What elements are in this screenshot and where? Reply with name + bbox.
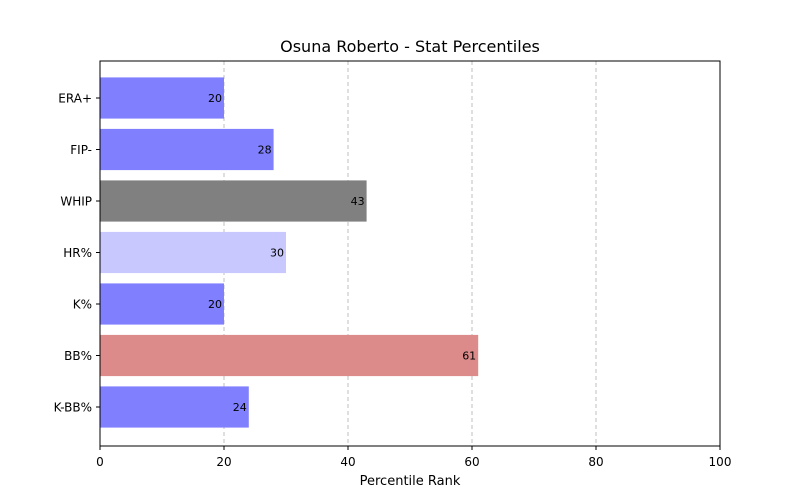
bar-era- — [100, 77, 224, 119]
data-label: 24 — [233, 401, 247, 414]
y-tick-label: ERA+ — [58, 92, 92, 106]
x-tick-label: 60 — [464, 455, 479, 469]
data-label: 20 — [208, 92, 222, 105]
bar-k- — [100, 283, 224, 325]
data-label: 20 — [208, 298, 222, 311]
bar-fip- — [100, 128, 274, 171]
y-tick-label: WHIP — [60, 195, 92, 209]
bar-hr- — [100, 231, 286, 274]
bar-whip — [100, 180, 367, 222]
plot-frame — [99, 60, 721, 447]
data-label: 43 — [351, 195, 365, 208]
data-labels: 20 28 43 30 20 61 24 — [208, 92, 476, 414]
data-label: 28 — [258, 144, 272, 157]
bar-bb- — [100, 334, 479, 377]
bars — [100, 77, 479, 428]
y-tick-label: FIP- — [70, 143, 92, 157]
chart-title: Osuna Roberto - Stat Percentiles — [280, 37, 540, 56]
bar-k-bb- — [100, 386, 249, 428]
x-axis-ticks: 0 20 40 60 80 100 — [96, 446, 731, 469]
data-label: 30 — [270, 247, 284, 260]
x-tick-label: 20 — [216, 455, 231, 469]
x-axis-label: Percentile Rank — [360, 474, 461, 489]
x-tick-label: 40 — [340, 455, 355, 469]
y-tick-label: HR% — [63, 246, 92, 260]
x-tick-label: 0 — [96, 455, 104, 469]
data-label: 61 — [462, 350, 476, 363]
y-tick-label: K-BB% — [54, 401, 92, 415]
y-axis-ticks: ERA+ FIP- WHIP HR% K% BB% K-BB% — [54, 92, 100, 415]
y-tick-label: K% — [73, 298, 92, 312]
y-tick-label: BB% — [64, 349, 92, 363]
x-tick-label: 80 — [588, 455, 603, 469]
x-tick-label: 100 — [709, 455, 732, 469]
